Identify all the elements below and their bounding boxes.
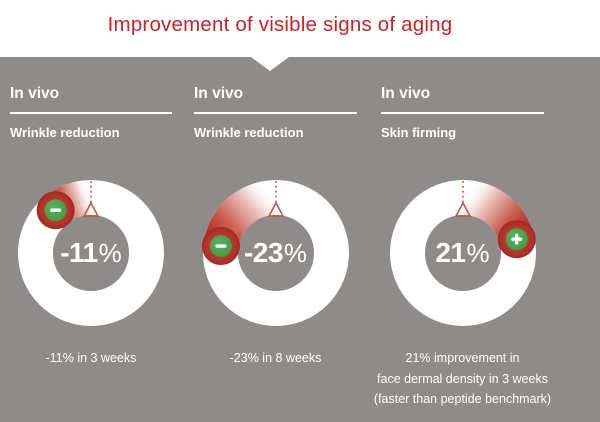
gauge-caption: 21% improvement in face dermal density i… bbox=[358, 348, 568, 410]
caption-line: face dermal density in 3 weeks bbox=[377, 371, 548, 386]
gauge-caption: -23% in 8 weeks bbox=[171, 348, 381, 369]
badge-glyph bbox=[214, 244, 226, 248]
caption-line: 21% improvement in bbox=[405, 351, 520, 365]
measure-label: Skin firming bbox=[381, 125, 457, 140]
study-type-label: In vivo bbox=[381, 85, 431, 102]
measure-label: Wrinkle reduction bbox=[194, 125, 304, 140]
result-column: In vivo Wrinkle reduction -11% -11% in 3… bbox=[10, 57, 172, 422]
donut-gauge: -11% bbox=[1, 163, 181, 343]
donut-gauge-svg bbox=[389, 180, 536, 326]
pointer-triangle-icon bbox=[454, 201, 471, 217]
divider-line bbox=[10, 112, 172, 114]
result-column: In vivo Wrinkle reduction -23% -23% in 8… bbox=[194, 57, 357, 422]
caption-line: -23% in 8 weeks bbox=[229, 351, 322, 365]
donut-gauge-svg bbox=[18, 180, 164, 326]
caption-line: (faster than peptide benchmark) bbox=[373, 392, 552, 406]
header: Improvement of visible signs of aging bbox=[0, 0, 600, 57]
donut-gauge: -23% bbox=[186, 163, 366, 343]
donut-gauge-svg bbox=[201, 180, 349, 326]
results-panel: In vivo Wrinkle reduction -11% -11% in 3… bbox=[0, 57, 600, 422]
divider-line bbox=[194, 112, 357, 114]
study-type-label: In vivo bbox=[10, 85, 60, 102]
page-title: Improvement of visible signs of aging bbox=[107, 13, 453, 36]
badge-glyph bbox=[514, 233, 518, 245]
badge-glyph bbox=[50, 208, 62, 212]
header-pointer-notch-icon bbox=[251, 57, 289, 71]
gauge-caption: -11% in 3 weeks bbox=[0, 348, 196, 369]
pointer-triangle-icon bbox=[267, 201, 284, 217]
result-column: In vivo Skin firming 21% 21% improvement… bbox=[374, 57, 551, 422]
pointer-triangle-icon bbox=[82, 201, 100, 217]
study-type-label: In vivo bbox=[194, 85, 244, 102]
divider-line bbox=[381, 112, 544, 114]
caption-line: -11% in 3 weeks bbox=[45, 351, 137, 365]
measure-label: Wrinkle reduction bbox=[10, 125, 120, 140]
donut-gauge: 21% bbox=[373, 163, 553, 343]
